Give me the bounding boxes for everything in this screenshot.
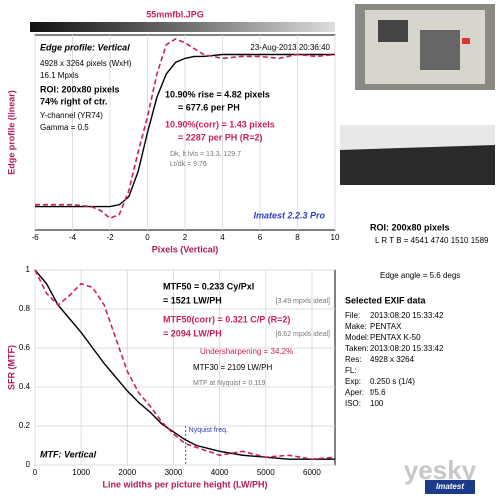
exif-value: 4928 x 3264	[370, 355, 415, 364]
curve	[34, 269, 336, 460]
annotation: MTF50 = 0.233 Cy/Pxl	[163, 281, 254, 291]
x-tick-label: 0	[33, 468, 38, 477]
y-tick-label: 0.8	[19, 304, 31, 313]
annotation: MTF at Nyquist = 0.119	[193, 380, 266, 387]
x-tick-label: 2000	[118, 468, 136, 477]
exif-key: Res:	[345, 355, 361, 364]
file-title: 55mmfbl.JPG	[146, 9, 204, 19]
annotation: = 1521 LW/PH	[163, 295, 222, 305]
x-tick-label: 3000	[165, 468, 183, 477]
exif-key: Aper:	[345, 388, 364, 397]
exif-value: 0.250 s (1/4)	[370, 377, 415, 386]
roi-edge	[340, 145, 495, 185]
annotation: 10.90%(corr) = 1.43 pixels	[165, 119, 275, 129]
annotation: Gamma = 0.5	[40, 123, 89, 132]
nyquist-label: Nyquist freq.	[189, 427, 228, 434]
annotation: [3.49 mpxls ideal]	[276, 298, 331, 305]
x-tick-label: 5000	[257, 468, 275, 477]
annotation: 16.1 Mpxls	[40, 71, 79, 80]
x-tick-label: 6000	[303, 468, 321, 477]
annotation: Imatest 2.2.3 Pro	[253, 210, 325, 220]
annotation: 74% right of ctr.	[40, 96, 108, 106]
curve	[35, 53, 335, 208]
x-tick-label: -2	[106, 233, 114, 242]
exif-value: f/5.6	[370, 388, 386, 397]
y-tick-label: 1	[26, 265, 31, 274]
exif-value: 100	[370, 399, 384, 408]
roi-label: ROI: 200x80 pixels	[370, 222, 450, 232]
exif-key: ISO:	[345, 399, 361, 408]
x-tick-label: -4	[69, 233, 77, 242]
edge-angle: Edge angle = 5.6 degs	[380, 271, 460, 280]
exif-value: 2013:08:20 15:33:42	[370, 311, 444, 320]
target-block	[420, 30, 460, 70]
exif-key: Exp:	[345, 377, 361, 386]
exif-key: File:	[345, 311, 360, 320]
x-tick-label: 1000	[72, 468, 90, 477]
annotation: Y-channel (YR74)	[40, 111, 103, 120]
y-tick-label: 0.6	[19, 343, 31, 352]
annotation: [6.62 mpxls ideal]	[276, 331, 331, 338]
annotation: = 677.6 per PH	[178, 102, 240, 112]
annotation: 23-Aug-2013 20:36:40	[250, 43, 330, 52]
roi-lrtb: L R T B = 4541 4740 1510 1589	[375, 236, 489, 245]
y-axis-label: Edge profile (linear)	[6, 90, 16, 175]
x-tick-label: -6	[31, 233, 39, 242]
exif-key: Make:	[345, 322, 367, 331]
x-tick-label: 6	[258, 233, 263, 242]
annotation: Lt/dk = 9.76	[170, 161, 207, 168]
x-tick-label: 0	[145, 233, 150, 242]
exif-key: Model:	[345, 333, 369, 342]
annotation: MTF: Vertical	[40, 449, 97, 459]
annotation: MTF30 = 2109 LW/PH	[193, 363, 272, 372]
roi-box	[462, 38, 470, 44]
exif-value: 2013:08:20 15:33:42	[370, 344, 444, 353]
annotation: 4928 x 3264 pixels (WxH)	[40, 59, 132, 68]
x-tick-label: 10	[331, 233, 340, 242]
x-tick-label: 4000	[211, 468, 229, 477]
annotation: = 2094 LW/PH	[163, 328, 222, 338]
y-tick-label: 0.2	[19, 421, 31, 430]
logo: Imatest	[436, 482, 464, 491]
x-tick-label: 4	[220, 233, 225, 242]
annotation: MTF50(corr) = 0.321 C/P (R=2)	[163, 314, 290, 324]
exif-value: PENTAX K-50	[370, 333, 421, 342]
annotation: = 2287 per PH (R=2)	[178, 132, 263, 142]
target-block	[378, 20, 408, 42]
gradient-strip	[30, 22, 335, 32]
x-tick-label: 2	[183, 233, 188, 242]
annotation: 10.90% rise = 4.82 pixels	[165, 89, 270, 99]
annotation: ROI: 200x80 pixels	[40, 84, 120, 94]
x-axis-label: Line widths per picture height (LW/PH)	[102, 479, 267, 489]
y-tick-label: 0	[26, 460, 31, 469]
exif-title: Selected EXIF data	[345, 295, 427, 305]
logo-box	[425, 480, 475, 494]
annotation: Undersharpening = 34.2%	[200, 347, 293, 356]
exif-value: PENTAX	[370, 322, 402, 331]
annotation: Dk, lt lvls = 13.3, 129.7	[170, 151, 241, 158]
x-tick-label: 8	[295, 233, 300, 242]
annotation: Edge profile: Vertical	[40, 42, 130, 52]
y-axis-label: SFR (MTF)	[6, 345, 16, 390]
plot-area	[34, 269, 336, 466]
curve	[34, 269, 335, 460]
x-axis-label: Pixels (Vertical)	[152, 244, 219, 254]
y-tick-label: 0.4	[19, 382, 31, 391]
exif-key: Taken:	[345, 344, 369, 353]
watermark: yesky	[404, 455, 477, 485]
curve	[35, 38, 336, 220]
exif-key: FL:	[345, 366, 357, 375]
